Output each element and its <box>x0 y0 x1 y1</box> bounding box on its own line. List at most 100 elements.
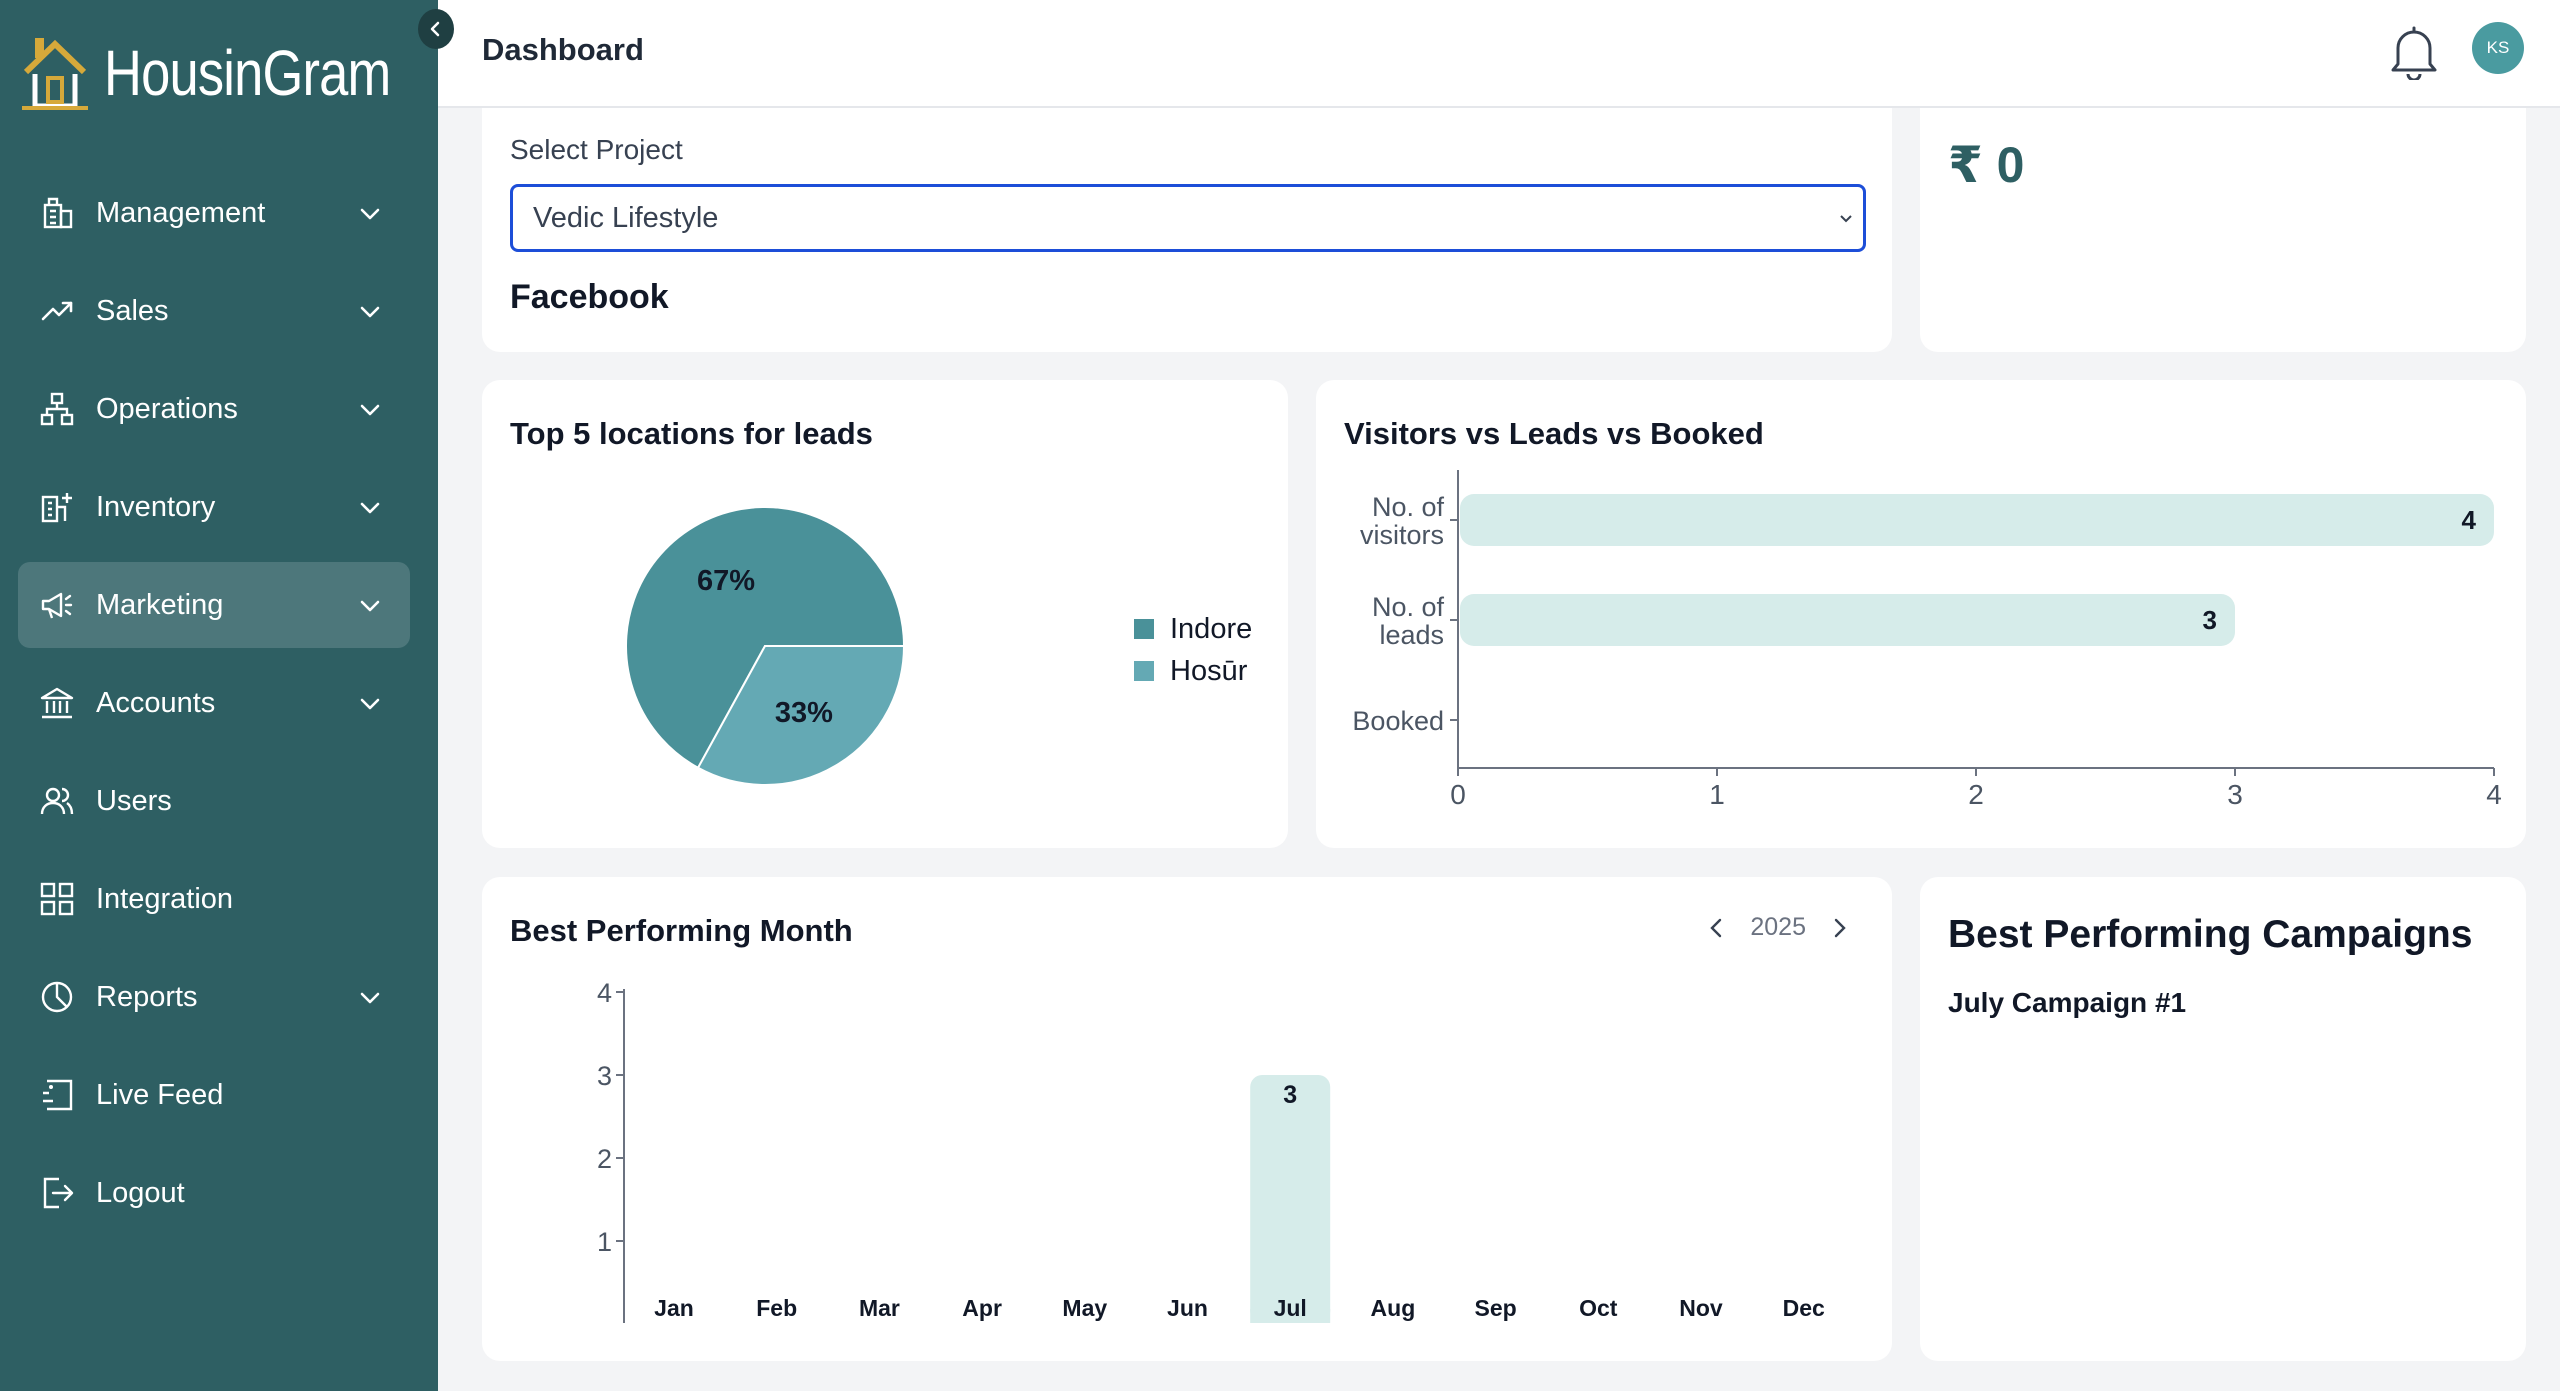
sidebar-item-logout[interactable]: Logout <box>18 1150 410 1236</box>
bar-value-label: 3 <box>2203 605 2217 635</box>
x-tick-label: Apr <box>962 1295 1002 1321</box>
campaigns-card: Best Performing Campaigns July Campaign … <box>1920 877 2526 1361</box>
revenue-value: ₹ 0 <box>1948 137 2025 193</box>
chevron-down-icon <box>360 404 380 416</box>
sidebar-item-label: Sales <box>96 294 169 327</box>
best-month-title: Best Performing Month <box>510 913 853 948</box>
y-tick-label: Booked <box>1352 706 1444 736</box>
x-tick-label: Nov <box>1679 1295 1723 1321</box>
x-tick-label: 0 <box>1450 779 1466 810</box>
sidebar-item-users[interactable]: Users <box>18 758 410 844</box>
bar-value-label: 4 <box>2462 505 2477 535</box>
chevron-left-icon <box>430 21 440 37</box>
best-month-chart: 1 2 3 4 Jan Feb Mar Apr May Jun 3 Jul Aug Sep Oct Nov De… <box>597 978 1825 1323</box>
campaign-item[interactable]: July Campaign #1 <box>1948 987 2187 1018</box>
users-icon <box>38 782 76 820</box>
megaphone-icon <box>38 586 76 624</box>
y-tick-label: No. of <box>1372 592 1445 622</box>
user-avatar[interactable]: KS <box>2472 22 2524 74</box>
campaigns-title: Best Performing Campaigns <box>1948 913 2473 956</box>
sidebar-item-live-feed[interactable]: Live Feed <box>18 1052 410 1138</box>
sidebar-item-label: Management <box>96 196 266 229</box>
x-tick-label: Jul <box>1274 1295 1307 1321</box>
sidebar-item-label: Live Feed <box>96 1078 224 1111</box>
building-add-icon <box>38 488 76 526</box>
sidebar-item-inventory[interactable]: Inventory <box>18 464 410 550</box>
x-tick-label: May <box>1062 1295 1107 1321</box>
collapse-sidebar-button[interactable] <box>418 9 454 49</box>
sidebar-item-label: Users <box>96 784 172 817</box>
bar-value-label: 3 <box>1283 1081 1297 1109</box>
sidebar-item-marketing[interactable]: Marketing <box>18 562 410 648</box>
chevron-down-icon <box>1840 215 1852 223</box>
sidebar-item-label: Operations <box>96 392 238 425</box>
y-tick-label: visitors <box>1360 520 1444 550</box>
visitors-leads-booked-card: Visitors vs Leads vs Booked 0 1 2 3 4 No. of v… <box>1316 380 2526 848</box>
x-tick-label: 2 <box>1968 779 1984 810</box>
x-tick-label: Aug <box>1371 1295 1416 1321</box>
bar-base <box>1250 1309 1331 1323</box>
x-tick-label: Dec <box>1783 1295 1825 1321</box>
sidebar-item-reports[interactable]: Reports <box>18 954 410 1040</box>
x-tick-label: 1 <box>1709 779 1725 810</box>
x-tick-label: Oct <box>1579 1295 1618 1321</box>
x-tick-label: Mar <box>859 1295 900 1321</box>
legend-item-indore: Indore <box>1134 608 1252 650</box>
pie-slice-label: 33% <box>775 697 833 729</box>
sidebar-item-label: Inventory <box>96 490 216 523</box>
sidebar-nav: Management Sales Operations Inventory Market… <box>18 170 410 1248</box>
bell-icon[interactable] <box>2388 22 2440 80</box>
revenue-card: ₹ 0 <box>1920 108 2526 352</box>
app-name: HousinGram <box>104 37 391 109</box>
sidebar-item-label: Reports <box>96 980 198 1013</box>
sidebar-item-sales[interactable]: Sales <box>18 268 410 354</box>
trending-up-icon <box>38 292 76 330</box>
x-tick-label: 4 <box>2486 779 2502 810</box>
sidebar-item-label: Accounts <box>96 686 216 719</box>
header: Dashboard KS <box>438 0 2560 108</box>
chevron-left-icon[interactable] <box>1704 915 1730 941</box>
bar <box>1250 1075 1331 1323</box>
hierarchy-icon <box>38 390 76 428</box>
chevron-down-icon <box>360 600 380 612</box>
y-tick-label: No. of <box>1372 492 1445 522</box>
bar <box>1460 494 2494 546</box>
x-tick-label: Jun <box>1167 1295 1208 1321</box>
year-label: 2025 <box>1750 913 1806 941</box>
sidebar-item-integration[interactable]: Integration <box>18 856 410 942</box>
sidebar-item-management[interactable]: Management <box>18 170 410 256</box>
select-project-label: Select Project <box>510 134 683 165</box>
x-tick-label: Sep <box>1475 1295 1517 1321</box>
year-navigator: 2025 <box>1704 913 1852 942</box>
house-logo-icon <box>22 38 88 110</box>
sidebar-item-label: Logout <box>96 1176 185 1209</box>
sidebar-item-label: Marketing <box>96 588 224 621</box>
top-locations-title: Top 5 locations for leads <box>510 416 873 451</box>
sidebar-item-operations[interactable]: Operations <box>18 366 410 452</box>
x-tick-label: 3 <box>2227 779 2243 810</box>
lead-source-label: Facebook <box>510 278 669 316</box>
y-tick-label: 4 <box>597 978 612 1008</box>
grid-icon <box>38 880 76 918</box>
live-feed-icon <box>38 1076 76 1114</box>
legend-label: Indore <box>1170 612 1253 645</box>
project-select[interactable]: Vedic Lifestyle <box>510 184 1866 252</box>
locations-pie-chart: 67% 33% <box>625 506 906 786</box>
best-month-card: Best Performing Month 2025 1 2 3 4 Jan Feb Mar… <box>482 877 1892 1361</box>
logout-icon <box>38 1174 76 1212</box>
pie-slice-label: 67% <box>697 565 755 597</box>
chevron-right-icon[interactable] <box>1826 915 1852 941</box>
top-locations-card: Top 5 locations for leads 67% 33% Indore … <box>482 380 1288 848</box>
chevron-down-icon <box>360 698 380 710</box>
sidebar-item-accounts[interactable]: Accounts <box>18 660 410 746</box>
chevron-down-icon <box>360 502 380 514</box>
legend-label: Hosūr <box>1170 654 1248 687</box>
visitors-leads-booked-title: Visitors vs Leads vs Booked <box>1344 416 1764 451</box>
pie-slice-indore <box>625 506 906 770</box>
sidebar-item-label: Integration <box>96 882 234 915</box>
x-tick-label: Feb <box>756 1295 797 1321</box>
logo[interactable]: HousinGram <box>22 34 453 112</box>
legend-swatch <box>1134 619 1154 639</box>
x-tick-label: Jan <box>654 1295 694 1321</box>
